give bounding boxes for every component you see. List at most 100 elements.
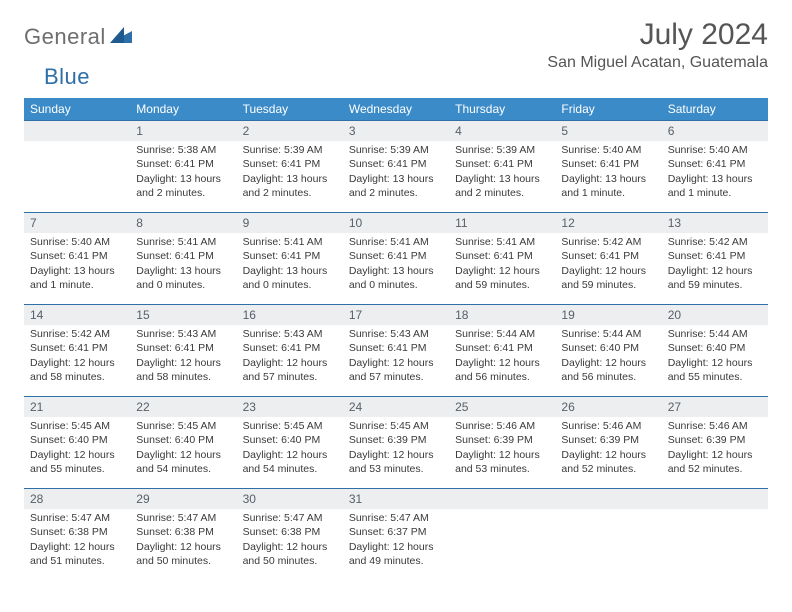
sunset: Sunset: 6:41 PM [243,158,321,170]
day-details: Sunrise: 5:47 AMSunset: 6:38 PMDaylight:… [24,509,130,572]
daylight: Daylight: 13 hours and 1 minute. [668,173,753,199]
sunset: Sunset: 6:40 PM [136,434,214,446]
calendar-cell: 14Sunrise: 5:42 AMSunset: 6:41 PMDayligh… [24,304,130,396]
day-number [24,120,130,141]
calendar-cell: 3Sunrise: 5:39 AMSunset: 6:41 PMDaylight… [343,120,449,212]
sunset: Sunset: 6:41 PM [455,250,533,262]
daylight: Daylight: 12 hours and 57 minutes. [349,357,434,383]
calendar-row: 7Sunrise: 5:40 AMSunset: 6:41 PMDaylight… [24,212,768,304]
calendar-cell: 24Sunrise: 5:45 AMSunset: 6:39 PMDayligh… [343,396,449,488]
day-number: 13 [662,212,768,233]
title-block: July 2024 San Miguel Acatan, Guatemala [547,18,768,72]
sunrise: Sunrise: 5:47 AM [349,512,429,524]
day-details: Sunrise: 5:41 AMSunset: 6:41 PMDaylight:… [343,233,449,296]
sunrise: Sunrise: 5:39 AM [349,144,429,156]
calendar-cell: 2Sunrise: 5:39 AMSunset: 6:41 PMDaylight… [237,120,343,212]
day-details: Sunrise: 5:47 AMSunset: 6:38 PMDaylight:… [130,509,236,572]
day-number: 24 [343,396,449,417]
sunset: Sunset: 6:41 PM [349,158,427,170]
brand-text-1: General [24,24,106,50]
day-number: 25 [449,396,555,417]
calendar-table: SundayMondayTuesdayWednesdayThursdayFrid… [24,98,768,580]
day-details: Sunrise: 5:45 AMSunset: 6:39 PMDaylight:… [343,417,449,480]
brand-text-2: Blue [44,64,90,90]
daylight: Daylight: 13 hours and 0 minutes. [349,265,434,291]
weekday-header: Tuesday [237,98,343,120]
day-number [555,488,661,509]
day-number: 6 [662,120,768,141]
calendar-cell: 5Sunrise: 5:40 AMSunset: 6:41 PMDaylight… [555,120,661,212]
day-number: 21 [24,396,130,417]
sunrise: Sunrise: 5:44 AM [455,328,535,340]
day-details: Sunrise: 5:42 AMSunset: 6:41 PMDaylight:… [24,325,130,388]
sunset: Sunset: 6:40 PM [668,342,746,354]
day-number: 14 [24,304,130,325]
day-details: Sunrise: 5:41 AMSunset: 6:41 PMDaylight:… [130,233,236,296]
day-details: Sunrise: 5:46 AMSunset: 6:39 PMDaylight:… [555,417,661,480]
day-details: Sunrise: 5:42 AMSunset: 6:41 PMDaylight:… [555,233,661,296]
sunrise: Sunrise: 5:43 AM [136,328,216,340]
daylight: Daylight: 13 hours and 2 minutes. [243,173,328,199]
calendar-cell: 20Sunrise: 5:44 AMSunset: 6:40 PMDayligh… [662,304,768,396]
day-number: 9 [237,212,343,233]
sunrise: Sunrise: 5:45 AM [243,420,323,432]
sunset: Sunset: 6:39 PM [561,434,639,446]
sunrise: Sunrise: 5:40 AM [561,144,641,156]
daylight: Daylight: 12 hours and 50 minutes. [243,541,328,567]
sunrise: Sunrise: 5:47 AM [136,512,216,524]
sunset: Sunset: 6:40 PM [30,434,108,446]
calendar-cell: 9Sunrise: 5:41 AMSunset: 6:41 PMDaylight… [237,212,343,304]
sunset: Sunset: 6:41 PM [349,250,427,262]
daylight: Daylight: 12 hours and 56 minutes. [561,357,646,383]
day-details: Sunrise: 5:41 AMSunset: 6:41 PMDaylight:… [449,233,555,296]
day-details: Sunrise: 5:45 AMSunset: 6:40 PMDaylight:… [24,417,130,480]
calendar-cell: 18Sunrise: 5:44 AMSunset: 6:41 PMDayligh… [449,304,555,396]
sunset: Sunset: 6:41 PM [136,342,214,354]
calendar-cell [662,488,768,580]
calendar-cell: 31Sunrise: 5:47 AMSunset: 6:37 PMDayligh… [343,488,449,580]
day-details: Sunrise: 5:44 AM Sunset: 6:40 PM Daylight:… [662,325,768,388]
day-details: Sunrise: 5:42 AMSunset: 6:41 PMDaylight:… [662,233,768,296]
day-number: 8 [130,212,236,233]
sunrise: Sunrise: 5:44 AM [668,328,748,340]
calendar-body: 1Sunrise: 5:38 AMSunset: 6:41 PMDaylight… [24,120,768,580]
calendar-cell [24,120,130,212]
day-number: 1 [130,120,236,141]
sunrise: Sunrise: 5:40 AM [30,236,110,248]
day-number: 30 [237,488,343,509]
location: San Miguel Acatan, Guatemala [547,54,768,72]
day-number: 26 [555,396,661,417]
day-number: 28 [24,488,130,509]
sunrise: Sunrise: 5:43 AM [243,328,323,340]
calendar-cell: 10Sunrise: 5:41 AMSunset: 6:41 PMDayligh… [343,212,449,304]
sunset: Sunset: 6:41 PM [349,342,427,354]
sunrise: Sunrise: 5:39 AM [243,144,323,156]
sunrise: Sunrise: 5:41 AM [136,236,216,248]
day-details: Sunrise: 5:46 AMSunset: 6:39 PMDaylight:… [662,417,768,480]
weekday-header: Wednesday [343,98,449,120]
day-number: 4 [449,120,555,141]
daylight: Daylight: 12 hours and 54 minutes. [136,449,221,475]
sunrise: Sunrise: 5:46 AM [561,420,641,432]
daylight: Daylight: 12 hours and 58 minutes. [136,357,221,383]
calendar-cell: 17Sunrise: 5:43 AMSunset: 6:41 PMDayligh… [343,304,449,396]
day-number: 10 [343,212,449,233]
daylight: Daylight: 12 hours and 55 minutes. [668,357,753,383]
sunrise: Sunrise: 5:41 AM [243,236,323,248]
daylight: Daylight: 12 hours and 52 minutes. [668,449,753,475]
day-number: 11 [449,212,555,233]
daylight: Daylight: 13 hours and 0 minutes. [243,265,328,291]
calendar-page: General July 2024 San Miguel Acatan, Gua… [0,0,792,580]
day-details: Sunrise: 5:40 AMSunset: 6:41 PMDaylight:… [555,141,661,204]
weekday-header: Thursday [449,98,555,120]
day-number: 15 [130,304,236,325]
daylight: Daylight: 13 hours and 2 minutes. [455,173,540,199]
calendar-cell: 27Sunrise: 5:46 AMSunset: 6:39 PMDayligh… [662,396,768,488]
sunrise: Sunrise: 5:47 AM [30,512,110,524]
daylight: Daylight: 12 hours and 51 minutes. [30,541,115,567]
daylight: Daylight: 12 hours and 55 minutes. [30,449,115,475]
calendar-cell: 15 Sunrise: 5:43 AM Sunset: 6:41 PM Dayligh… [130,304,236,396]
sunset: Sunset: 6:37 PM [349,526,427,538]
calendar-row: 1Sunrise: 5:38 AMSunset: 6:41 PMDaylight… [24,120,768,212]
sunset: Sunset: 6:41 PM [668,158,746,170]
